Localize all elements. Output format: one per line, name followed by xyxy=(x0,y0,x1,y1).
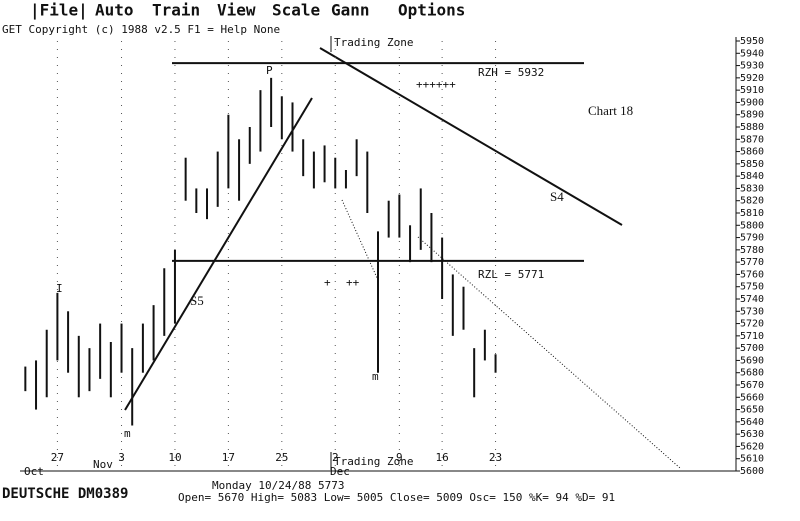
y-tick-label: 5610 xyxy=(740,454,764,465)
y-tick-label: 5810 xyxy=(740,208,764,219)
menu-item[interactable]: Train xyxy=(152,1,200,20)
x-tick-label: 3 xyxy=(118,451,125,464)
y-tick-label: 5710 xyxy=(740,331,764,342)
menu-item[interactable]: Auto xyxy=(95,1,134,20)
level-label: RZL = 5771 xyxy=(478,268,544,281)
y-tick-label: 5950 xyxy=(740,36,764,47)
marker: m xyxy=(372,370,379,383)
zone-label: Trading Zone xyxy=(334,455,413,468)
y-tick-label: 5910 xyxy=(740,85,764,96)
y-tick-label: 5860 xyxy=(740,147,764,158)
y-tick-label: 5750 xyxy=(740,282,764,293)
level-label: RZH = 5932 xyxy=(478,66,544,79)
marker: m xyxy=(124,427,131,440)
y-tick-label: 5640 xyxy=(740,417,764,428)
y-tick-label: 5830 xyxy=(740,183,764,194)
y-tick-label: 5880 xyxy=(740,122,764,133)
x-tick-label: 23 xyxy=(489,451,502,464)
month-label: Nov xyxy=(93,458,113,471)
trend-line xyxy=(124,97,313,411)
trend-line xyxy=(417,236,681,469)
marker: P xyxy=(266,64,273,77)
y-tick-label: 5670 xyxy=(740,380,764,391)
zone-label: Trading Zone xyxy=(334,36,413,49)
plus-marks: ++ xyxy=(346,276,360,289)
y-tick-label: 5770 xyxy=(740,257,764,268)
y-tick-label: 5840 xyxy=(740,171,764,182)
plus-marks: ++++++ xyxy=(416,78,456,91)
footer-quote: Open= 5670 High= 5083 Low= 5005 Close= 5… xyxy=(178,491,615,504)
menu-item[interactable]: Gann xyxy=(331,1,370,20)
y-tick-label: 5630 xyxy=(740,429,764,440)
y-tick-label: 5930 xyxy=(740,61,764,72)
y-tick-label: 5940 xyxy=(740,48,764,59)
y-tick-label: 5890 xyxy=(740,110,764,121)
x-tick-label: 10 xyxy=(168,451,181,464)
x-tick-label: 2 xyxy=(332,451,339,464)
y-tick-label: 5790 xyxy=(740,233,764,244)
symbol: DEUTSCHE DM0389 xyxy=(2,486,128,502)
menu-item[interactable]: |File| xyxy=(30,1,88,21)
menu-item[interactable]: Scale xyxy=(272,1,320,20)
y-tick-label: 5650 xyxy=(740,405,764,416)
y-tick-label: 5920 xyxy=(740,73,764,84)
y-tick-label: 5850 xyxy=(740,159,764,170)
y-tick-label: 5700 xyxy=(740,343,764,354)
y-tick-label: 5660 xyxy=(740,392,764,403)
x-tick-label: 9 xyxy=(396,451,403,464)
y-tick-label: 5720 xyxy=(740,319,764,330)
trend-line xyxy=(319,47,623,226)
y-tick-label: 5730 xyxy=(740,306,764,317)
x-tick-label: 27 xyxy=(51,451,64,464)
x-tick-label: 25 xyxy=(275,451,288,464)
y-tick-label: 5600 xyxy=(740,466,764,477)
y-tick-label: 5820 xyxy=(740,196,764,207)
menu-item[interactable]: View xyxy=(217,1,256,20)
trend-line xyxy=(341,199,379,281)
plus-marks: + xyxy=(324,276,331,289)
y-tick-label: 5680 xyxy=(740,368,764,379)
marker: I xyxy=(56,282,63,295)
y-tick-label: 5780 xyxy=(740,245,764,256)
trend-label: S5 xyxy=(190,293,204,308)
chart-title: Chart 18 xyxy=(588,103,633,118)
y-tick-label: 5870 xyxy=(740,134,764,145)
y-tick-label: 5760 xyxy=(740,269,764,280)
status-line: GET Copyright (c) 1988 v2.5 F1 = Help No… xyxy=(2,23,280,36)
x-tick-label: 17 xyxy=(222,451,235,464)
trend-label: S4 xyxy=(550,189,564,204)
y-tick-label: 5900 xyxy=(740,97,764,108)
y-tick-label: 5620 xyxy=(740,441,764,452)
y-tick-label: 5690 xyxy=(740,355,764,366)
x-tick-label: 16 xyxy=(435,451,448,464)
footer-date: Monday 10/24/88 5773 xyxy=(212,479,344,492)
y-tick-label: 5800 xyxy=(740,220,764,231)
menu-item[interactable]: Options xyxy=(398,1,465,20)
y-tick-label: 5740 xyxy=(740,294,764,305)
